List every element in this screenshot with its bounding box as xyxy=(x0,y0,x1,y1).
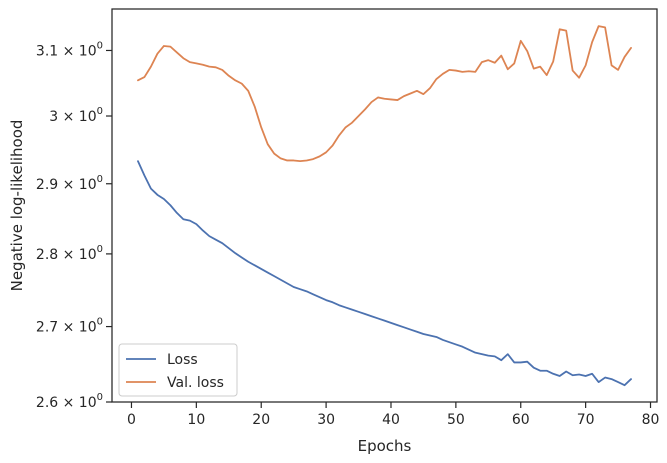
x-tick-label-10: 10 xyxy=(187,412,205,428)
legend: Loss Val. loss xyxy=(118,343,238,397)
x-tick-label-40: 40 xyxy=(382,412,400,428)
y-tick-label-3.1: 3.1 × 100 xyxy=(36,40,103,59)
x-tick-label-50: 50 xyxy=(447,412,465,428)
x-ticks: 0 10 20 30 40 50 60 70 80 xyxy=(127,402,659,428)
x-tick-label-30: 30 xyxy=(317,412,335,428)
x-tick-label-70: 70 xyxy=(577,412,595,428)
y-tick-label-2.9: 2.9 × 100 xyxy=(36,174,103,193)
legend-label-loss: Loss xyxy=(167,352,198,368)
x-tick-label-20: 20 xyxy=(252,412,270,428)
series-layer xyxy=(137,25,632,387)
x-tick-label-80: 80 xyxy=(642,412,660,428)
x-tick-label-60: 60 xyxy=(512,412,530,428)
plot-background xyxy=(112,9,657,402)
x-tick-label-0: 0 xyxy=(127,412,136,428)
plot-frame xyxy=(111,8,658,403)
series-line-val-loss xyxy=(137,25,632,163)
series-line-loss xyxy=(137,160,632,387)
x-axis-label: Epochs xyxy=(358,437,412,455)
y-tick-label-2.7: 2.7 × 100 xyxy=(36,317,103,336)
y-tick-label-2.8: 2.8 × 100 xyxy=(36,244,103,263)
y-axis-label: Negative log-likelihood xyxy=(8,120,26,292)
y-tick-label-3: 3 × 100 xyxy=(49,106,103,125)
y-tick-label-2.6: 2.6 × 100 xyxy=(36,392,103,411)
legend-label-val-loss: Val. loss xyxy=(167,375,224,391)
legend-box xyxy=(118,343,238,397)
y-ticks: 2.6 × 100 2.7 × 100 2.8 × 100 2.9 × 100 3 × … xyxy=(36,40,112,411)
